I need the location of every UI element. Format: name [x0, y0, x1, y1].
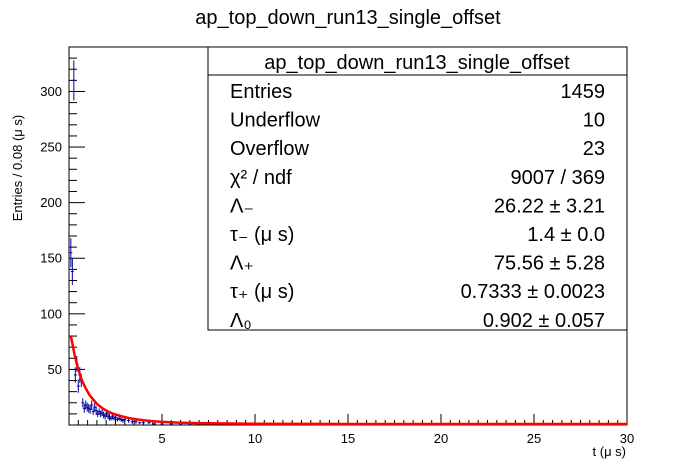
- fit-curve: [69, 335, 627, 426]
- stats-row-label: χ² / ndf: [230, 167, 292, 189]
- stats-box-title: ap_top_down_run13_single_offset: [264, 52, 570, 74]
- data-point: [73, 367, 77, 383]
- data-point: [115, 417, 119, 422]
- y-tick-label: 250: [40, 140, 62, 155]
- stats-rows: Entries 1459 Underflow 10 Overflow 23 χ² / ndf…: [230, 81, 605, 332]
- stats-box: ap_top_down_run13_single_offset Entries 1…: [207, 46, 628, 332]
- x-axis: 5 10 15 20 25 30: [68, 414, 634, 446]
- stats-row-value: 0.7333 ± 0.0023: [461, 281, 605, 303]
- stats-row-value: 9007 / 369: [510, 167, 605, 189]
- stats-row-value: 23: [583, 138, 605, 160]
- data-point: [153, 422, 157, 425]
- y-axis: 50 100 150 200 250 300: [40, 46, 85, 426]
- x-tick-label: 15: [341, 431, 355, 446]
- stats-row-label: Overflow: [230, 138, 309, 160]
- data-point: [121, 418, 125, 423]
- x-tick-label: 30: [620, 431, 634, 446]
- data-point: [70, 258, 74, 285]
- stats-row-value: 0.902 ± 0.057: [483, 310, 605, 332]
- stats-row-label: τ₋ (μ s): [230, 224, 294, 246]
- y-tick-label: 100: [40, 306, 62, 321]
- x-tick-label: 20: [434, 431, 448, 446]
- stats-row-value: 1.4 ± 0.0: [527, 224, 605, 246]
- chart-title: ap_top_down_run13_single_offset: [195, 7, 501, 29]
- stats-row-label: Λ₊: [230, 253, 254, 275]
- x-tick-label: 10: [248, 431, 262, 446]
- data-point: [138, 421, 142, 424]
- stats-row-label: τ₊ (μ s): [230, 281, 294, 303]
- data-point: [119, 417, 123, 422]
- stats-row-label: Λ₋: [230, 195, 254, 217]
- y-tick-label: 150: [40, 251, 62, 266]
- stats-row-label: Underflow: [230, 110, 321, 132]
- stats-row-value: 26.22 ± 3.21: [494, 195, 605, 217]
- y-tick-label: 300: [40, 84, 62, 99]
- stats-row-label: Entries: [230, 81, 292, 103]
- stats-row-value: 10: [583, 110, 605, 132]
- x-tick-label: 25: [527, 431, 541, 446]
- x-axis-label: t (μ s): [593, 444, 626, 459]
- x-tick-label: 5: [158, 431, 165, 446]
- data-point: [69, 238, 73, 268]
- stats-row-value: 75.56 ± 5.28: [494, 253, 605, 275]
- y-axis-label: Entries / 0.08 (μ s): [10, 115, 25, 221]
- stats-box-frame: [207, 46, 628, 331]
- data-point: [81, 398, 85, 408]
- data-point: [130, 419, 134, 424]
- data-point: [76, 379, 80, 393]
- data-point: [141, 421, 145, 424]
- stats-row-label: Λ₀: [230, 310, 252, 332]
- data-point: [90, 400, 94, 410]
- y-tick-label: 200: [40, 195, 62, 210]
- data-point: [72, 60, 76, 101]
- stats-row-value: 1459: [561, 81, 606, 103]
- y-tick-label: 50: [48, 362, 62, 377]
